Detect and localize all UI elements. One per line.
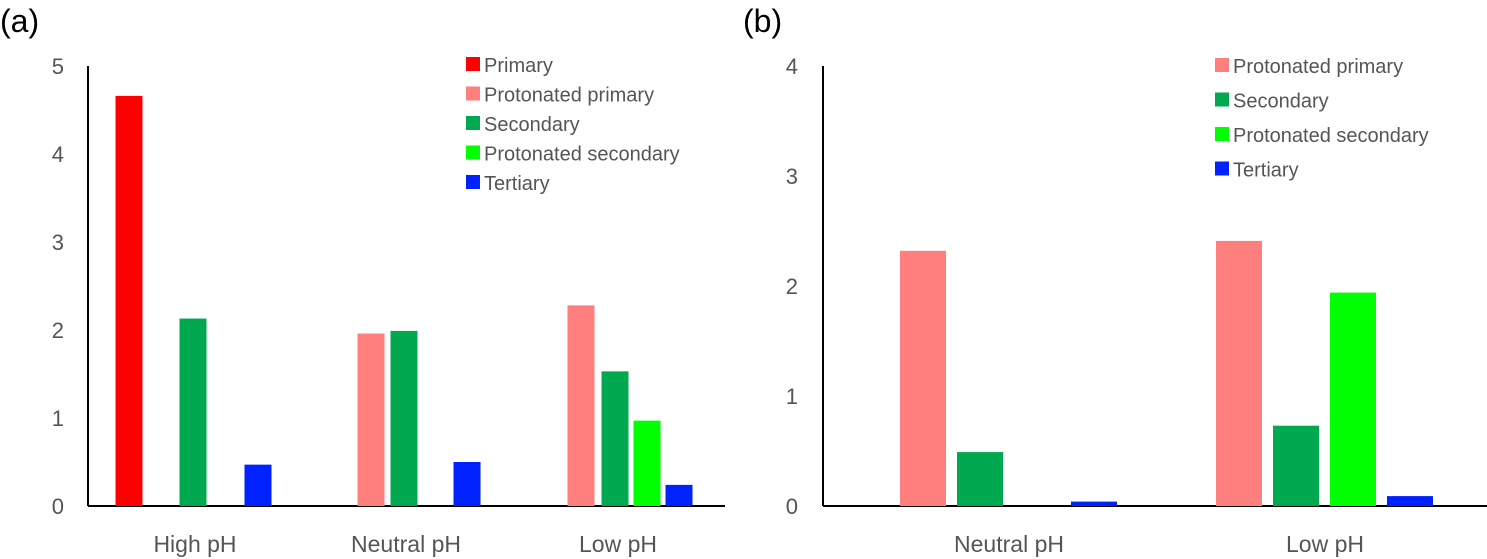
bar (179, 318, 207, 506)
y-tick-label: 4 (52, 142, 64, 167)
bar (900, 250, 946, 506)
bar (244, 464, 272, 506)
x-category-label: Neutral pH (954, 531, 1064, 557)
bar (1330, 292, 1376, 506)
bar (1273, 425, 1319, 506)
legend-swatch (466, 86, 480, 101)
legend-swatch (1215, 127, 1229, 141)
bar (1216, 240, 1262, 506)
bar (665, 484, 693, 506)
legend-swatch (1215, 92, 1229, 107)
bar (1387, 496, 1433, 506)
y-tick-label: 0 (786, 494, 798, 519)
x-category-label: Low pH (1286, 531, 1364, 557)
x-category-label: High pH (153, 531, 236, 557)
legend-label: Tertiary (484, 173, 550, 195)
x-category-label: Low pH (579, 531, 657, 557)
y-tick-label: 1 (786, 384, 798, 409)
x-category-label: Neutral pH (351, 531, 461, 557)
bar (453, 462, 481, 506)
legend-label: Protonated primary (1233, 56, 1403, 78)
legend-swatch (466, 116, 480, 130)
legend-label: Secondary (484, 114, 580, 136)
bar (357, 333, 385, 506)
legend-label: Protonated secondary (484, 144, 680, 166)
legend-swatch (1215, 58, 1229, 72)
legend-label: Tertiary (1233, 160, 1299, 182)
legend-swatch (466, 175, 480, 189)
y-tick-label: 0 (52, 494, 64, 519)
bar (115, 95, 143, 507)
bar (1071, 501, 1117, 506)
legend-label: Secondary (1233, 91, 1329, 113)
y-tick-label: 3 (786, 164, 798, 189)
legend-label: Protonated primary (484, 85, 654, 107)
y-tick-label: 3 (52, 230, 64, 255)
legend-swatch (466, 145, 480, 160)
panel-label: (a) (0, 3, 39, 39)
bar (633, 420, 661, 506)
bar (567, 305, 595, 506)
bar (601, 371, 629, 506)
y-tick-label: 2 (52, 318, 64, 343)
y-tick-label: 5 (52, 54, 64, 79)
legend-swatch (1215, 161, 1229, 176)
y-tick-label: 2 (786, 274, 798, 299)
bar (957, 452, 1003, 506)
bar (390, 330, 418, 506)
legend-swatch (466, 57, 480, 71)
y-tick-label: 1 (52, 406, 64, 431)
legend-label: Protonated secondary (1233, 125, 1429, 147)
panel-label: (b) (743, 3, 782, 39)
legend-label: Primary (484, 55, 553, 77)
y-tick-label: 4 (786, 54, 798, 79)
